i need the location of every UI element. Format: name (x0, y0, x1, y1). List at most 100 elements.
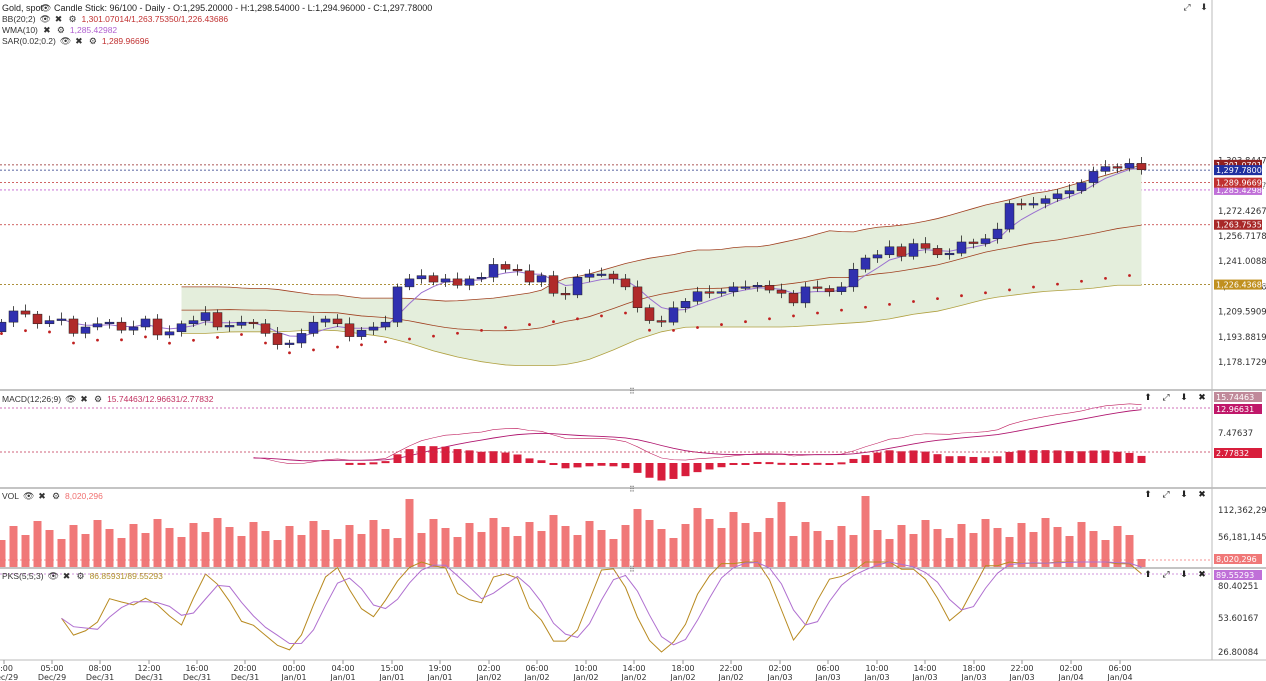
sar-dot (1080, 279, 1083, 283)
candle (1040, 198, 1051, 204)
sar-dot (936, 297, 939, 300)
sar-dot (120, 338, 123, 342)
price-tick-label: 1,272.42679 (1218, 207, 1266, 217)
macd-histogram-bar (933, 454, 942, 463)
volume-bar (1005, 537, 1014, 567)
volume-bar (705, 519, 714, 567)
sar-dot (456, 331, 459, 335)
macd-histogram-bar (405, 449, 414, 463)
macd-histogram-bar (741, 463, 750, 465)
volume-bar (729, 512, 738, 567)
volume-bar (393, 538, 402, 567)
eye-icon[interactable]: 👁 (65, 393, 77, 404)
bb-middle-badge-text: 1,263.75350 (1216, 221, 1266, 230)
time-date-label: Jan/04 (1057, 673, 1083, 681)
expand-icon[interactable]: ⤢ (1162, 569, 1170, 579)
macd-histogram-bar (717, 463, 726, 468)
gear-icon[interactable]: ⚙ (94, 393, 103, 404)
volume-bar (1113, 526, 1122, 567)
candle (500, 264, 511, 270)
gear-icon[interactable]: ⚙ (51, 490, 61, 501)
candle (368, 326, 379, 331)
candle (632, 286, 643, 308)
sar-dot (312, 348, 315, 352)
time-tick-label: 06:00 (525, 664, 548, 673)
macd-hist-badge (1214, 448, 1262, 458)
move-down-icon[interactable]: ⬇ (1180, 489, 1188, 499)
candle (344, 323, 355, 337)
volume-bar (345, 525, 354, 567)
time-tick-label: 02:00 (477, 664, 500, 673)
close-icon[interactable]: ✖ (1198, 489, 1206, 499)
gear-icon[interactable]: ⚙ (68, 13, 77, 24)
volume-bar (561, 526, 570, 567)
time-date-label: Jan/03 (766, 673, 792, 681)
candle (536, 275, 547, 283)
price-tick-label: 1,241.00885 (1218, 257, 1266, 267)
volume-bar (33, 521, 42, 567)
gear-icon[interactable]: ⚙ (88, 35, 97, 46)
gear-icon[interactable]: ⚙ (76, 570, 85, 581)
close-icon[interactable]: ✖ (1198, 392, 1206, 402)
sar-dot (888, 302, 891, 306)
pane-vol-header: VOL 👁 ✖ ⚙ 8,020,296 (2, 490, 103, 501)
close-icon[interactable]: ✖ (80, 393, 88, 404)
volume-bar (129, 524, 138, 567)
candle (32, 313, 43, 325)
move-down-icon[interactable]: ⬇ (1180, 392, 1188, 402)
pane-vol-name: VOL (2, 490, 20, 501)
move-up-icon[interactable]: ⬆ (1144, 489, 1152, 499)
time-date-label: Jan/03 (863, 673, 889, 681)
volume-bar (177, 537, 186, 567)
vol-badge-text: 8,020,296 (1216, 555, 1257, 564)
macd-histogram-bar (945, 456, 954, 463)
expand-icon[interactable]: ⤢ (1162, 489, 1170, 499)
sar-dot (96, 338, 99, 342)
eye-icon[interactable]: 👁 (39, 13, 51, 24)
pane-pks-header: PKS(5;5;3) 👁 ✖ ⚙ 86.85931/89.55293 (2, 570, 163, 581)
eye-icon[interactable]: 👁 (40, 3, 52, 13)
eye-icon[interactable]: 👁 (47, 570, 60, 581)
candle (140, 318, 151, 328)
close-icon[interactable]: ✖ (62, 570, 71, 581)
move-up-icon[interactable]: ⬆ (1144, 392, 1152, 402)
macd-histogram-bar (681, 463, 690, 477)
pks-tick-label: 26.80084 (1218, 648, 1259, 658)
expand-icon[interactable]: ⤢ (1183, 2, 1191, 12)
macd-histogram-bar (693, 463, 702, 473)
volume-bar (1041, 518, 1050, 567)
close-icon[interactable]: ✖ (75, 35, 83, 46)
close-icon[interactable]: ✖ (54, 13, 63, 24)
volume-bar (45, 530, 54, 567)
time-date-label: Dec/31 (231, 673, 259, 681)
arrow-down-icon[interactable]: ⬇ (1200, 2, 1208, 12)
pane-vol-values: 8,020,296 (65, 490, 103, 501)
close-icon[interactable]: ✖ (1198, 569, 1206, 579)
macd-histogram-bar (789, 463, 798, 465)
indicator-bb-values: 1,301.07014/1,263.75350/1,226.43686 (81, 13, 229, 24)
sar-dot (192, 338, 195, 342)
move-down-icon[interactable]: ⬇ (1180, 569, 1188, 579)
volume-bar (1053, 527, 1062, 567)
candle (488, 264, 499, 278)
move-up-icon[interactable]: ⬆ (1144, 569, 1152, 579)
candle (608, 273, 619, 280)
candle (1064, 190, 1075, 195)
indicator-wma: WMA(10) ✖ ⚙ 1,285.42982 (2, 24, 117, 35)
close-icon[interactable]: ✖ (43, 24, 51, 35)
expand-icon[interactable]: ⤢ (1162, 392, 1170, 402)
gear-icon[interactable]: ⚙ (56, 24, 65, 35)
close-icon[interactable]: ✖ (38, 490, 46, 501)
macd-value-badge (1214, 392, 1262, 402)
candle (740, 286, 751, 289)
time-tick-label: 08:00 (88, 664, 111, 673)
eye-icon[interactable]: 👁 (23, 490, 35, 501)
eye-icon[interactable]: 👁 (59, 35, 72, 46)
volume-bar (765, 518, 774, 567)
macd-signal-badge (1214, 404, 1262, 414)
candle (596, 273, 607, 276)
candle (0, 321, 7, 333)
macd-histogram-bar (345, 462, 354, 465)
macd-histogram-bar (729, 463, 738, 465)
